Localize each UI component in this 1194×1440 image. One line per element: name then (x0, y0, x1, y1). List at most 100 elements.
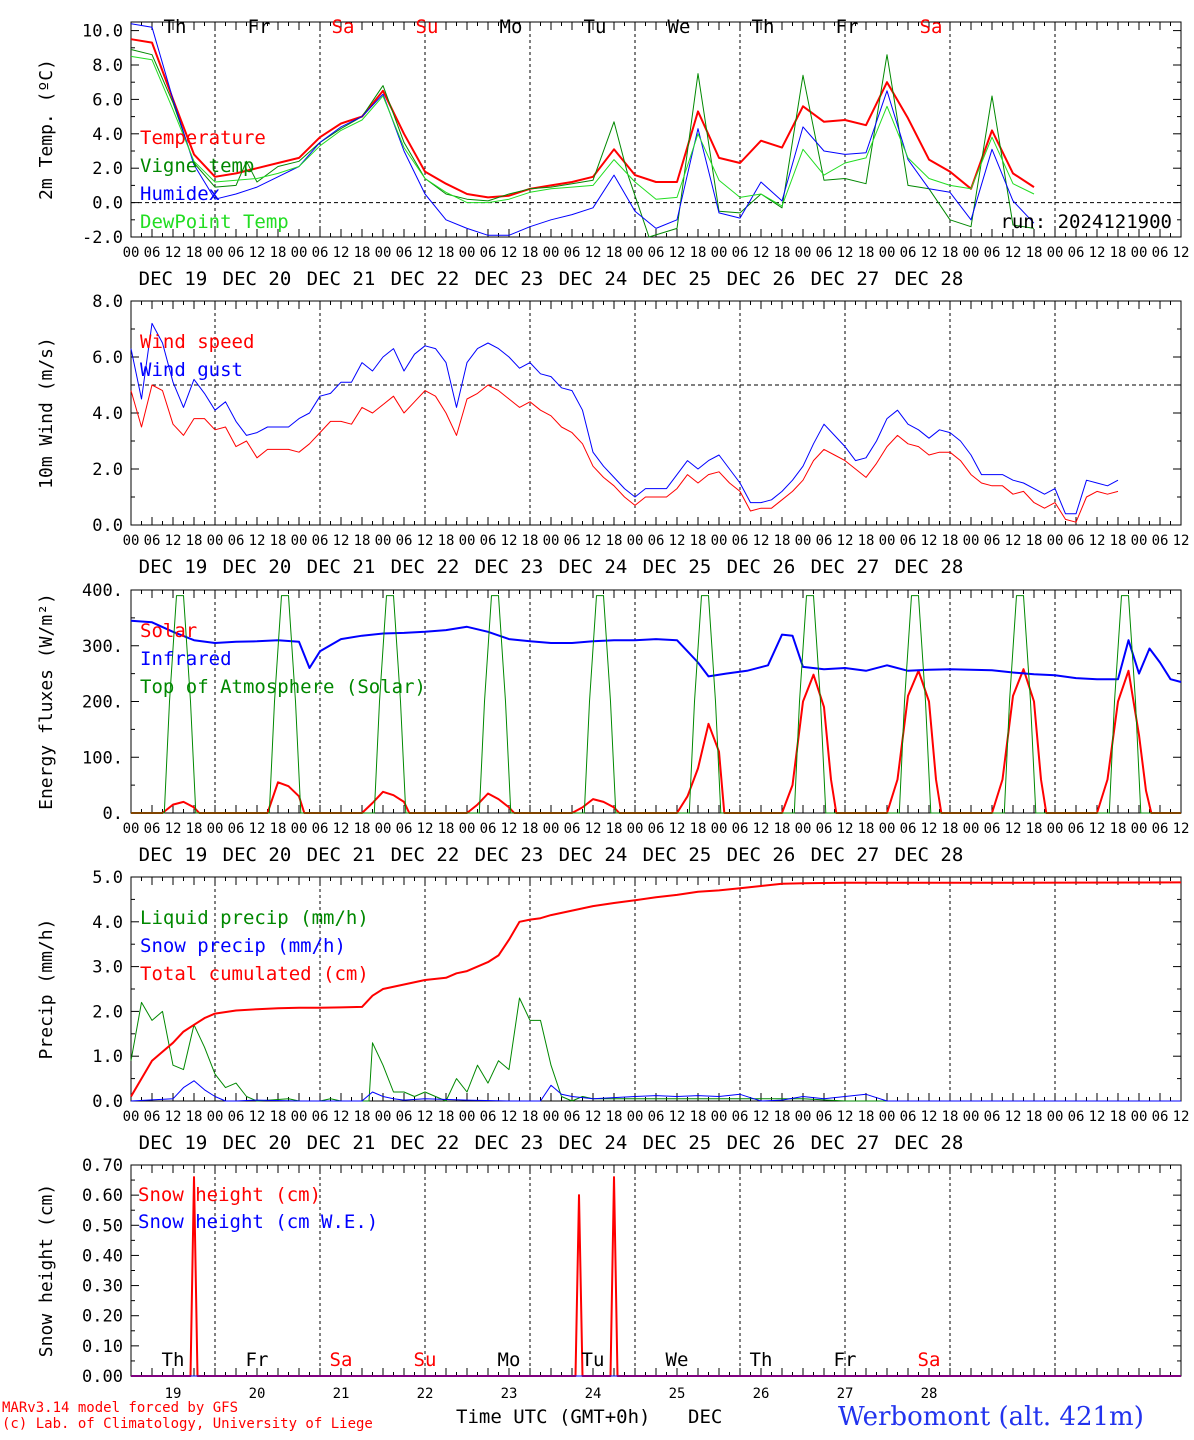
x-hour-label: 12 (417, 821, 434, 837)
y-axis-label: 2m Temp. (ºC) (36, 59, 57, 200)
day-name-bottom: Fr (246, 1349, 269, 1371)
x-hour-label: 12 (669, 533, 686, 549)
x-hour-label: 00 (795, 245, 812, 261)
x-date-label: DEC 23 (475, 268, 544, 290)
y-tick-label: 6.0 (92, 348, 123, 368)
x-hour-label: 18 (1110, 533, 1127, 549)
legend-entry: Snow precip (mm/h) (140, 935, 346, 957)
x-hour-label: 18 (690, 533, 707, 549)
x-hour-label: 18 (1026, 821, 1043, 837)
x-hour-label: 00 (795, 1109, 812, 1125)
y-tick-label: 4.0 (92, 125, 123, 145)
x-hour-label: 12 (333, 821, 350, 837)
day-name-bottom: Sa (918, 1349, 941, 1371)
day-name-bottom: Fr (834, 1349, 857, 1371)
x-hour-label: 18 (270, 245, 287, 261)
legend-entry: Temperature (140, 127, 266, 149)
series-line (130, 881, 1182, 1098)
day-number: 26 (753, 1386, 770, 1402)
station-label: Werbomont (alt. 421m) (838, 1402, 1144, 1432)
x-hour-label: 12 (1005, 1109, 1022, 1125)
x-hour-label: 12 (249, 1109, 266, 1125)
x-hour-label: 12 (1089, 1109, 1106, 1125)
legend-entry: Liquid precip (mm/h) (140, 907, 369, 929)
y-tick-label: 0.0 (92, 1092, 123, 1112)
x-hour-label: 06 (732, 1109, 749, 1125)
x-date-label: DEC 27 (811, 268, 880, 290)
x-date-label: DEC 22 (391, 1132, 460, 1154)
x-hour-label: 00 (207, 821, 224, 837)
x-hour-label: 06 (1152, 533, 1169, 549)
x-hour-label: 18 (438, 533, 455, 549)
x-hour-label: 12 (501, 1109, 518, 1125)
x-hour-label: 06 (816, 533, 833, 549)
x-hour-label: 00 (1047, 821, 1064, 837)
legend-entry: Top of Atmosphere (Solar) (140, 676, 426, 698)
day-name-bottom: Tu (582, 1349, 605, 1371)
x-hour-label: 18 (1110, 821, 1127, 837)
x-hour-label: 00 (1131, 533, 1148, 549)
x-hour-label: 12 (417, 1109, 434, 1125)
x-hour-label: 12 (501, 533, 518, 549)
x-hour-label: 18 (774, 1109, 791, 1125)
x-hour-label: 06 (816, 821, 833, 837)
day-number: 24 (585, 1386, 602, 1402)
x-date-label: DEC 22 (391, 268, 460, 290)
x-hour-label: 12 (249, 821, 266, 837)
series-line (130, 49, 1035, 238)
x-hour-label: 06 (228, 821, 245, 837)
x-axis-label: Time UTC (GMT+0h) (456, 1406, 651, 1428)
x-hour-label: 18 (858, 245, 875, 261)
x-hour-label: 00 (711, 1109, 728, 1125)
x-hour-label: 12 (585, 1109, 602, 1125)
y-tick-label: 100. (82, 748, 123, 768)
x-hour-label: 18 (1026, 533, 1043, 549)
x-hour-label: 06 (144, 821, 161, 837)
x-hour-label: 06 (984, 245, 1001, 261)
x-hour-label: 18 (522, 1109, 539, 1125)
run-label: run: 2024121900 (1000, 211, 1172, 233)
y-tick-label: 0.0 (92, 194, 123, 214)
x-hour-label: 00 (1131, 821, 1148, 837)
day-name: Mo (500, 16, 523, 38)
legend-entry: Wind speed (140, 331, 254, 353)
x-hour-label: 18 (354, 533, 371, 549)
x-hour-label: 00 (543, 1109, 560, 1125)
x-hour-label: 18 (270, 821, 287, 837)
x-hour-label: 06 (1152, 821, 1169, 837)
series-line (131, 595, 1181, 814)
x-hour-label: 00 (627, 1109, 644, 1125)
x-hour-label: 06 (480, 821, 497, 837)
x-hour-label: 12 (501, 245, 518, 261)
x-hour-label: 12 (1089, 533, 1106, 549)
x-date-label: DEC 28 (895, 844, 964, 866)
x-date-label: DEC 26 (727, 556, 796, 578)
x-hour-label: 12 (333, 1109, 350, 1125)
x-hour-label: 18 (606, 533, 623, 549)
y-tick-label: 2.0 (92, 460, 123, 480)
y-tick-label: 400. (82, 581, 123, 601)
x-hour-label: 06 (816, 1109, 833, 1125)
x-hour-label: 06 (396, 245, 413, 261)
x-hour-label: 12 (1005, 533, 1022, 549)
x-hour-label: 00 (963, 1109, 980, 1125)
x-hour-label: 00 (963, 821, 980, 837)
x-date-label: DEC 26 (727, 844, 796, 866)
x-hour-label: 00 (123, 821, 140, 837)
x-hour-label: 06 (396, 1109, 413, 1125)
lab-line: (c) Lab. of Climatology, University of L… (2, 1416, 373, 1432)
x-hour-label: 00 (123, 1109, 140, 1125)
x-date-label: DEC 24 (559, 556, 628, 578)
x-date-label: DEC 21 (307, 1132, 376, 1154)
x-hour-label: 06 (900, 533, 917, 549)
x-hour-label: 12 (669, 821, 686, 837)
x-date-label: DEC 23 (475, 844, 544, 866)
x-hour-label: 18 (690, 245, 707, 261)
x-hour-label: 00 (879, 245, 896, 261)
y-tick-label: 10.0 (82, 22, 123, 42)
y-tick-label: 5.0 (92, 868, 123, 888)
series-line (130, 322, 1119, 515)
x-hour-label: 00 (879, 1109, 896, 1125)
y-tick-label: 0.0 (92, 516, 123, 536)
x-date-label: DEC 21 (307, 268, 376, 290)
